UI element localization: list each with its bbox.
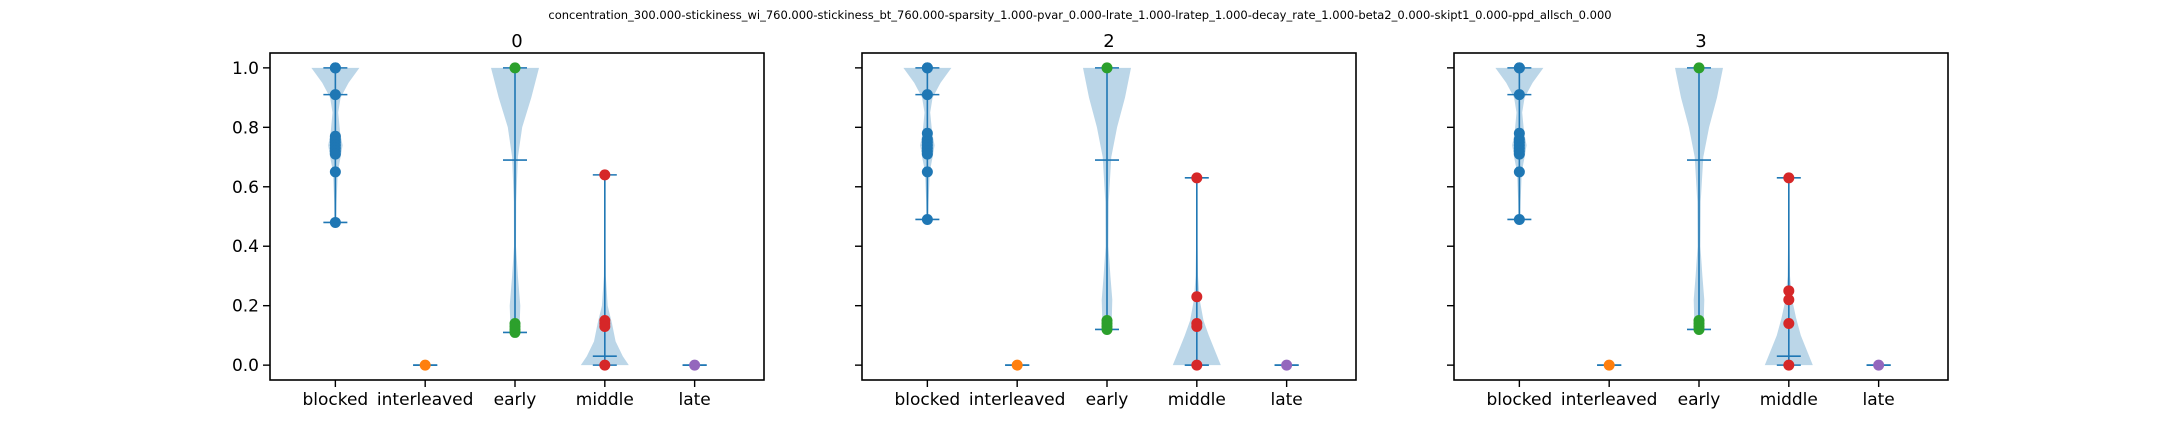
violin-group-early [491,62,539,338]
axes-frame [861,52,1357,381]
violin-group-late [682,359,707,371]
data-point-blocked [1513,166,1525,178]
data-point-early [509,326,521,338]
data-point-middle [1783,318,1795,330]
x-tick-label: late [1863,390,1895,410]
data-point-early [1101,62,1113,74]
data-point-middle [1783,294,1795,306]
x-tick-label: blocked [894,390,960,410]
subplot-title: 2 [1103,31,1114,52]
x-tick-label: blocked [1486,390,1552,410]
x-tick-label: early [1086,390,1129,410]
x-tick-label: late [679,390,711,410]
data-point-blocked [1513,148,1525,160]
violin-group-interleaved [1597,359,1622,371]
subplot-title: 0 [511,31,522,52]
violin-group-blocked [311,62,360,228]
x-tick-label: middle [576,390,634,410]
subplots: 0 0.0 0.2 0.4 0.6 0.8 1.0 blocked interleaved ear… [232,31,1949,410]
data-point-blocked [1513,89,1525,101]
data-point-blocked [329,62,341,74]
violin-group-late [1274,359,1299,371]
y-tick-label: 0.8 [232,118,259,138]
data-point-blocked [921,166,933,178]
data-point-middle [1783,285,1795,297]
data-point-middle [599,169,611,181]
x-tick-label: middle [1168,390,1226,410]
x-tick-label: interleaved [969,390,1066,410]
data-point-blocked [1513,213,1525,225]
data-point-interleaved [1603,359,1615,371]
violin-group-middle [1764,172,1813,371]
data-point-interleaved [419,359,431,371]
subplot-0: 0 0.0 0.2 0.4 0.6 0.8 1.0 blocked interleaved ear… [232,31,765,410]
x-tick-label: early [494,390,537,410]
axes-frame [1453,52,1949,381]
violin-group-blocked [903,62,952,225]
data-point-early [1693,62,1705,74]
y-tick-label: 0.0 [232,356,259,376]
data-point-late [689,359,701,371]
data-point-blocked [329,148,341,160]
violin-group-late [1866,359,1891,371]
data-point-middle [1191,359,1203,371]
data-point-blocked [921,62,933,74]
axes-frame [269,52,765,381]
y-tick-label: 0.4 [232,237,259,257]
violin-group-interleaved [413,359,438,371]
y-tick-label: 1.0 [232,59,259,79]
data-point-blocked [921,148,933,160]
data-point-blocked [329,166,341,178]
x-tick-label: late [1271,390,1303,410]
y-tick-label: 0.6 [232,178,259,198]
data-point-blocked [921,213,933,225]
violin-group-interleaved [1005,359,1030,371]
subplot-title: 3 [1695,31,1706,52]
x-tick-label: interleaved [377,390,474,410]
data-point-middle [1191,172,1203,184]
data-point-middle [1783,172,1795,184]
violin-group-blocked [1495,62,1544,225]
x-tick-label: early [1678,390,1721,410]
x-tick-label: middle [1760,390,1818,410]
x-tick-label: blocked [302,390,368,410]
subplot-2: 2 blocked interleaved early middle late [855,31,1357,410]
violin-group-middle [580,169,629,371]
data-point-middle [1191,320,1203,332]
data-point-middle [599,320,611,332]
data-point-blocked [329,216,341,228]
data-point-interleaved [1011,359,1023,371]
data-point-blocked [921,89,933,101]
data-point-blocked [1513,62,1525,74]
figure-suptitle: concentration_300.000-stickiness_wi_760.… [548,8,1611,22]
data-point-blocked [329,89,341,101]
data-point-late [1873,359,1885,371]
subplot-3: 3 blocked interleaved early middle late [1447,31,1949,410]
data-point-early [1693,323,1705,335]
violin-group-middle [1172,172,1221,371]
data-point-middle [1191,291,1203,303]
data-point-middle [1783,359,1795,371]
y-tick-label: 0.2 [232,297,259,317]
data-point-middle [599,359,611,371]
violin-group-early [1083,62,1131,335]
violin-group-early [1675,62,1723,335]
data-point-late [1281,359,1293,371]
x-tick-label: interleaved [1561,390,1658,410]
data-point-early [1101,323,1113,335]
data-point-early [509,62,521,74]
